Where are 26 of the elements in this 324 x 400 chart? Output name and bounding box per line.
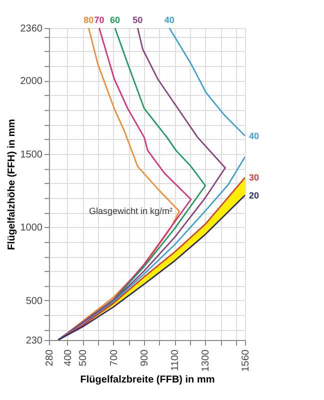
series-label: 40 [249, 130, 260, 141]
x-tick-label: 400 [62, 349, 74, 366]
x-axis-title: Flügelfalzbreite (FFB) in mm [80, 374, 215, 386]
series-label: 20 [249, 190, 260, 200]
series-label: 50 [132, 15, 143, 25]
x-tick-label: 500 [78, 349, 90, 366]
y-tick-label: 1500 [20, 149, 43, 160]
y-tick-label: 2000 [20, 76, 43, 88]
line-series [168, 28, 245, 137]
x-tick-label: 1300 [200, 349, 212, 372]
y-tick-label: 2360 [20, 24, 43, 34]
y-tick-label: 1000 [20, 222, 43, 234]
x-tick-label: 700 [108, 349, 120, 366]
text: 40 [164, 15, 174, 25]
y-tick-label: 500 [26, 296, 43, 307]
x-tick-label: 280 [44, 349, 56, 366]
series-label: 80 [84, 15, 94, 25]
x-tick-label: 1100 [170, 349, 182, 372]
annotation: Glasgewicht in kg/m² [89, 206, 173, 216]
series-label: 30 [249, 172, 260, 183]
y-axis-title: Flügelfalzhöhe (FFH) in mm [6, 118, 18, 250]
series-label: 60 [110, 15, 120, 25]
y-tick-label: 230 [26, 336, 43, 346]
series-label: 70 [94, 15, 104, 25]
x-tick-label: 900 [139, 349, 150, 366]
x-tick-label: 1560 [240, 349, 252, 372]
